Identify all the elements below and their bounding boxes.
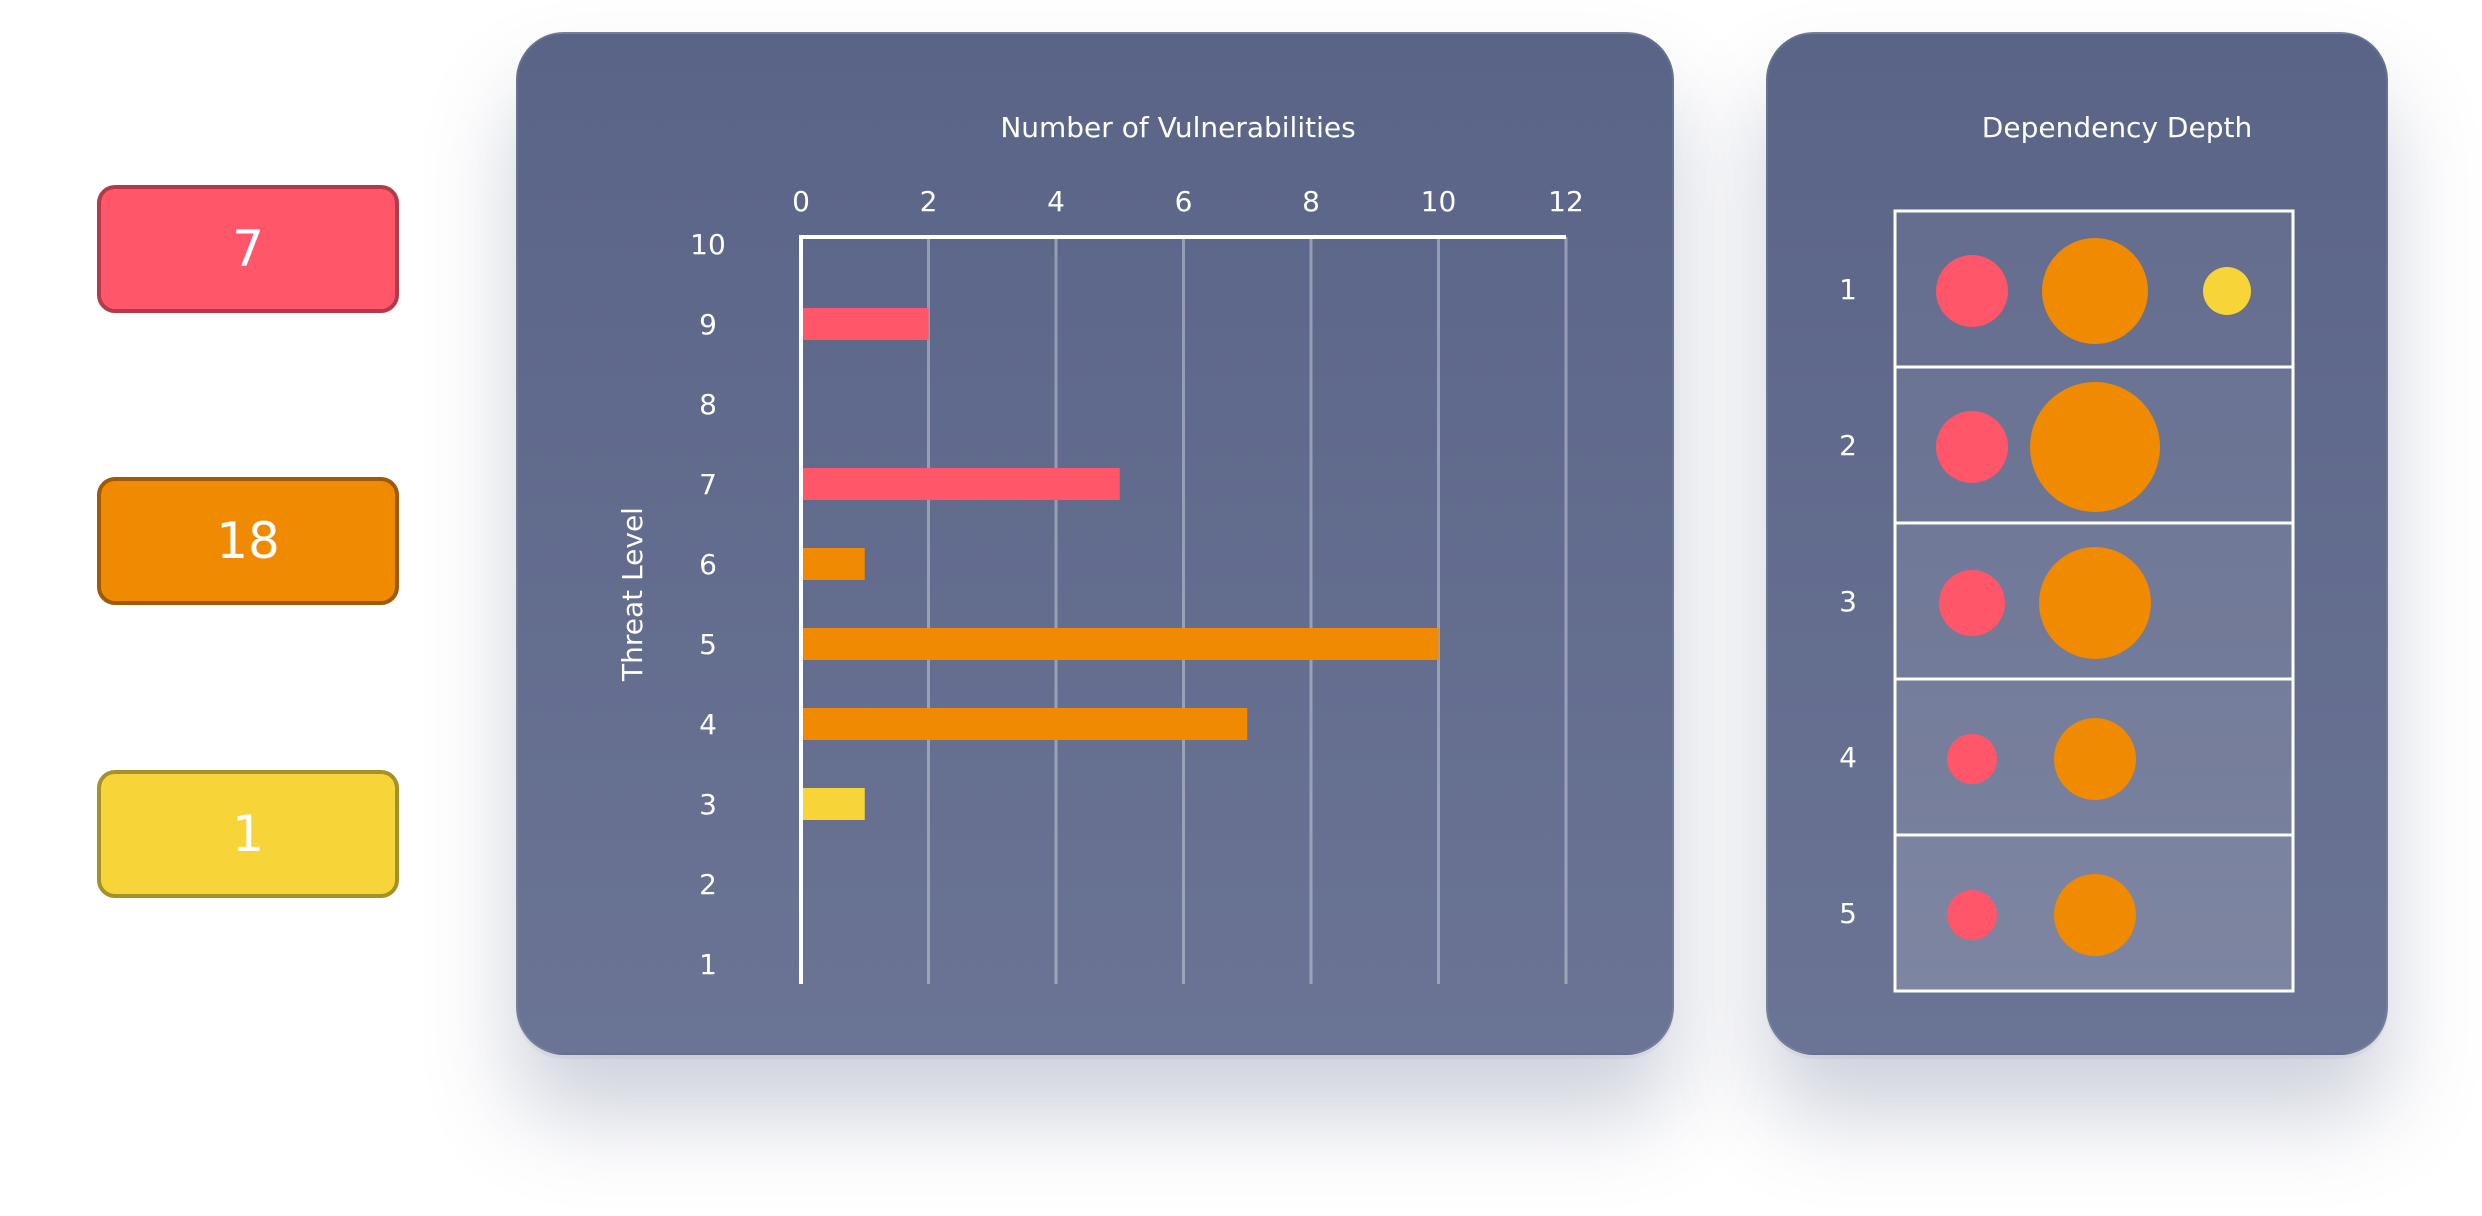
medium-count-value: 1	[232, 805, 264, 863]
y-tick-label-6: 6	[699, 548, 717, 581]
y-tick-label-2: 2	[699, 868, 717, 901]
dependency-depth-panel: 1 2 3 4 5 Dependency Depth	[1766, 32, 2388, 1055]
vulnerability-bar-chart: 0 2 4 6 8 10 12 10 9 8 7 6 5 4 3 2 1 Number of Vulnerabil…	[616, 111, 1584, 984]
bar-threat-7	[801, 468, 1120, 500]
bubble-orange-depth-5	[2054, 874, 2136, 956]
y-tick-label-1: 1	[699, 948, 717, 981]
bar-threat-5	[801, 628, 1439, 660]
y-tick-label-8: 8	[699, 388, 717, 421]
vulnerability-chart-panel: 0 2 4 6 8 10 12 10 9 8 7 6 5 4 3 2 1 Number of Vulnerabil…	[516, 32, 1674, 1055]
x-tick-label-0: 0	[792, 185, 810, 218]
depth-label-1: 1	[1839, 273, 1857, 306]
y-tick-label-4: 4	[699, 708, 717, 741]
bubble-orange-depth-3	[2039, 547, 2151, 659]
bar-threat-4	[801, 708, 1248, 740]
y-tick-label-5: 5	[699, 628, 717, 661]
depth-label-4: 4	[1839, 741, 1857, 774]
bubble-orange-depth-2	[2030, 382, 2160, 512]
depth-label-5: 5	[1839, 897, 1857, 930]
critical-count-badge: 7	[97, 185, 399, 313]
y-tick-label-3: 3	[699, 788, 717, 821]
x-tick-label-4: 4	[1047, 185, 1065, 218]
bubble-red-depth-2	[1936, 411, 2008, 483]
dependency-bubble-chart: 1 2 3 4 5 Dependency Depth	[1839, 111, 2295, 993]
x-tick-label-12: 12	[1548, 185, 1584, 218]
bubble-orange-depth-1	[2042, 238, 2148, 344]
bar-threat-3	[801, 788, 865, 820]
bar-threat-9	[801, 308, 929, 340]
depth-label-2: 2	[1839, 429, 1857, 462]
x-tick-label-2: 2	[920, 185, 938, 218]
y-tick-label-7: 7	[699, 468, 717, 501]
y-tick-label-9: 9	[699, 308, 717, 341]
bubble-orange-depth-4	[2054, 718, 2136, 800]
high-count-badge: 18	[97, 477, 399, 605]
bubble-red-depth-5	[1947, 890, 1997, 940]
bubble-red-depth-3	[1939, 570, 2005, 636]
depth-label-3: 3	[1839, 585, 1857, 618]
high-count-value: 18	[216, 512, 280, 570]
y-tick-label-10: 10	[690, 228, 726, 261]
x-tick-label-6: 6	[1175, 185, 1193, 218]
bar-threat-6	[801, 548, 865, 580]
x-tick-label-10: 10	[1421, 185, 1457, 218]
bubble-red-depth-4	[1947, 734, 1997, 784]
y-axis-title: Threat Level	[616, 507, 649, 682]
x-tick-label-8: 8	[1302, 185, 1320, 218]
medium-count-badge: 1	[97, 770, 399, 898]
critical-count-value: 7	[232, 220, 264, 278]
bubble-yellow-depth-1	[2203, 267, 2251, 315]
bubble-chart-title: Dependency Depth	[1982, 111, 2252, 144]
bubble-red-depth-1	[1936, 255, 2008, 327]
bar-chart-title: Number of Vulnerabilities	[1000, 111, 1355, 144]
